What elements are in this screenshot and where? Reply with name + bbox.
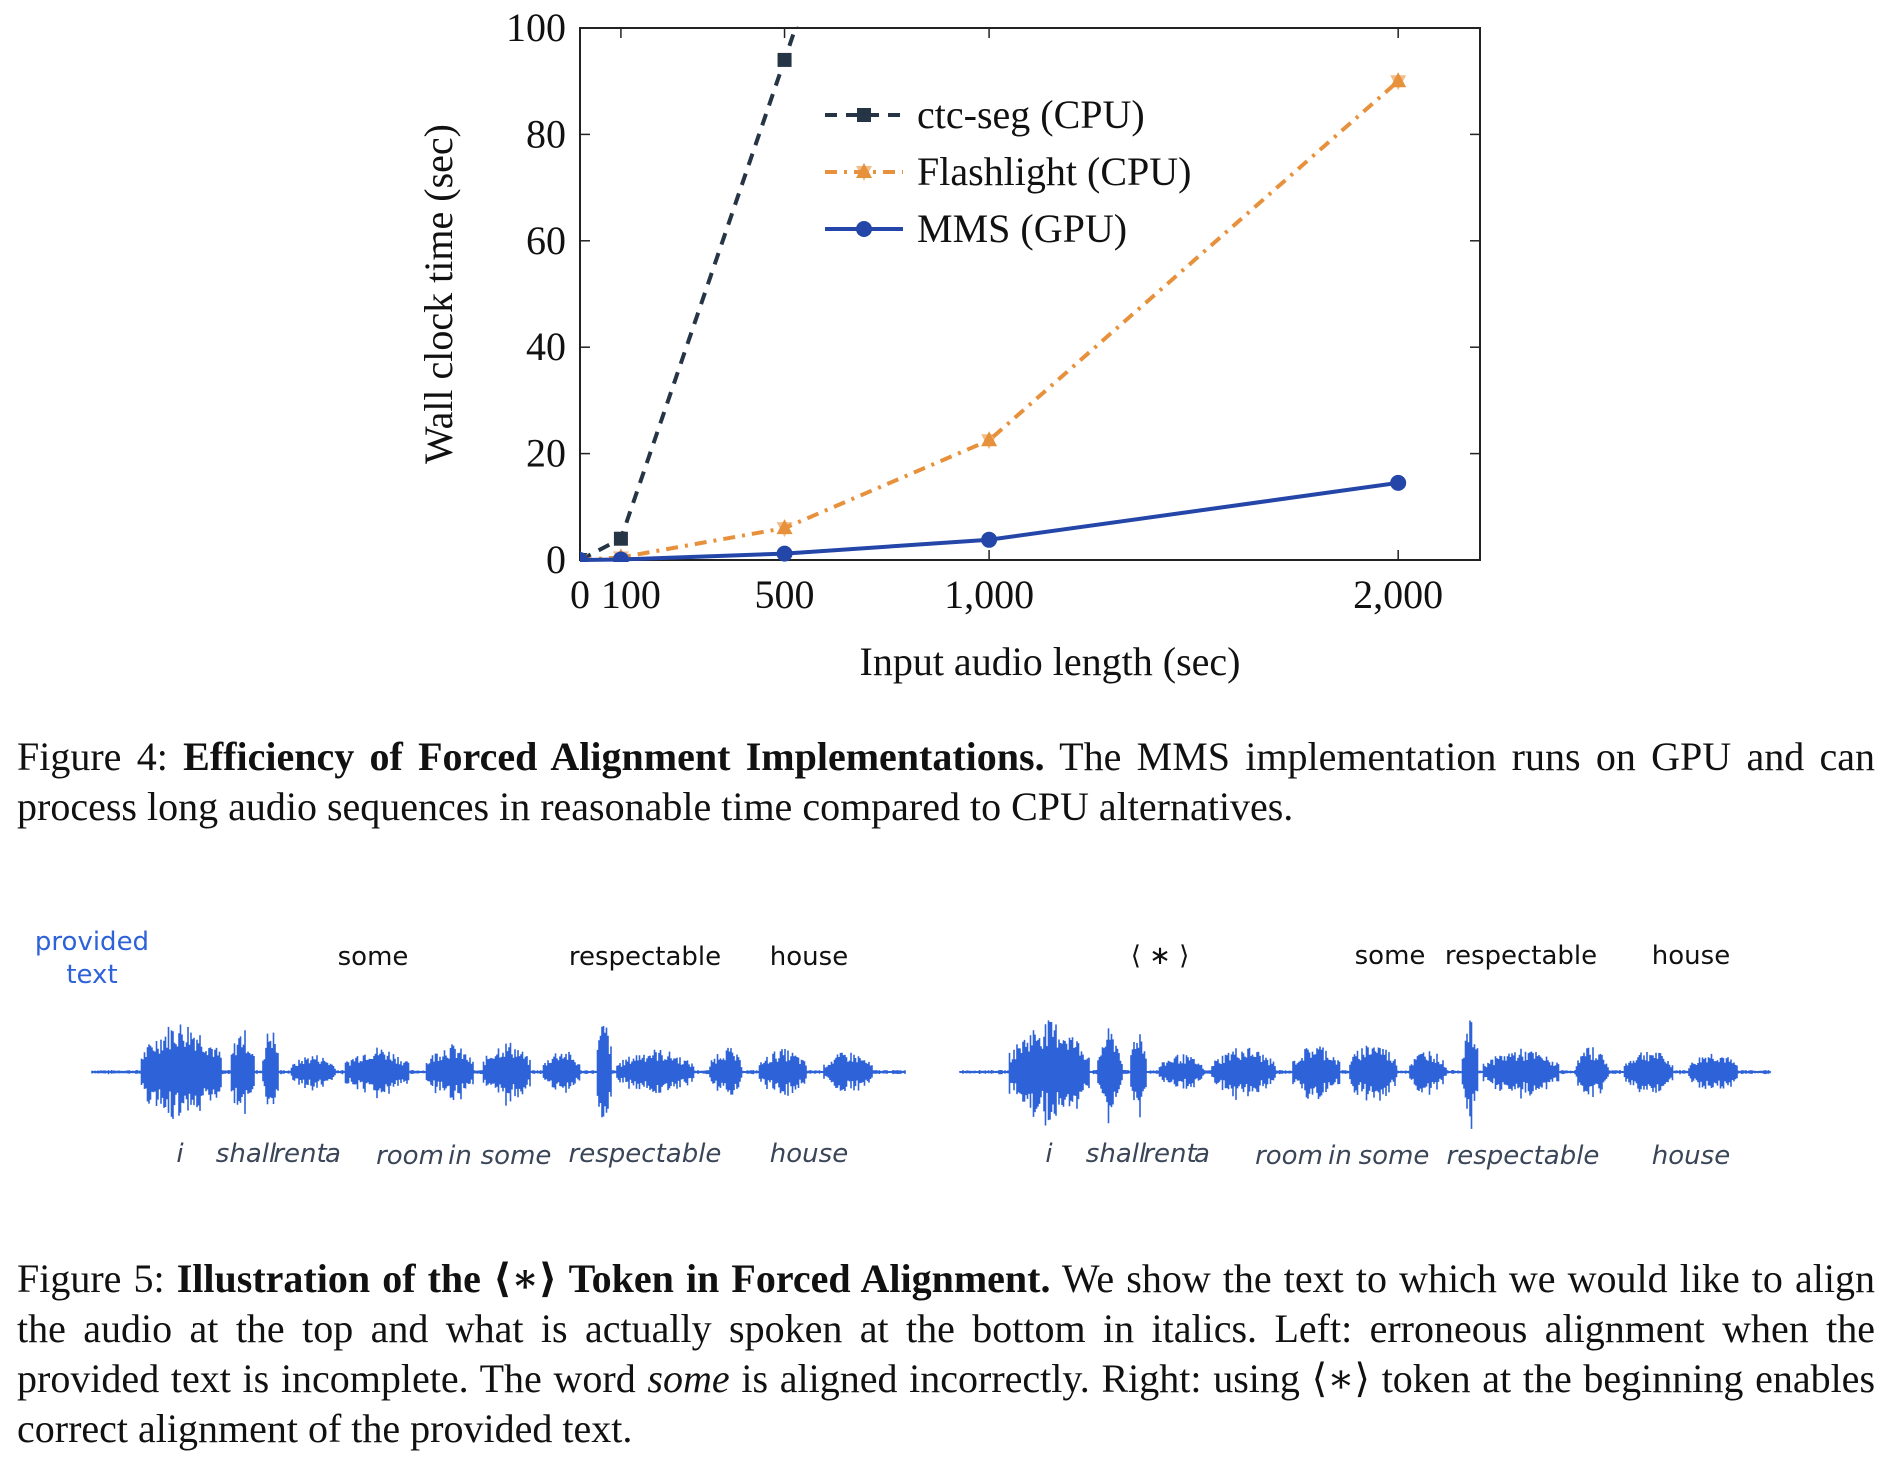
y-tick-label: 100 [506, 5, 566, 50]
figure-4-text: The MMS implementation runs on GPU and c… [17, 734, 1875, 829]
provided-text-label-1: provided [35, 927, 149, 957]
data-point [1390, 474, 1407, 491]
right-top-word: house [1652, 941, 1730, 971]
left-top-word: house [770, 942, 848, 972]
right-top-word: ⟨ ∗ ⟩ [1131, 941, 1190, 971]
y-tick-label: 20 [526, 431, 566, 476]
legend-marker-b [856, 166, 872, 181]
right-bottom-word: a [1194, 1139, 1210, 1169]
figure-5-prefix: Figure 5: [17, 1256, 177, 1301]
series-line [580, 480, 1399, 562]
data-point [580, 552, 588, 562]
waveform-signal [959, 1020, 1771, 1129]
right-bottom-word: rent [1143, 1139, 1197, 1169]
left-top-word: respectable [569, 942, 721, 972]
left-bottom-word: room [376, 1141, 444, 1171]
left-bottom-word: shall [216, 1139, 277, 1169]
x-tick-label: 100 [601, 572, 661, 617]
y-tick-label: 60 [526, 218, 566, 263]
left-bottom-word: in [448, 1141, 472, 1171]
left-bottom-word: house [770, 1139, 848, 1169]
left-bottom-word: a [325, 1139, 341, 1169]
right-top-word: some [1355, 941, 1426, 971]
figure-5-emph: some [647, 1356, 730, 1401]
waveform-left [91, 1024, 906, 1119]
data-point [612, 551, 629, 562]
left-bottom-word: i [176, 1139, 184, 1169]
figure-5-title-b: Token in Forced Alignment. [557, 1256, 1051, 1301]
legend-marker [856, 221, 872, 237]
y-tick-label: 80 [526, 111, 566, 156]
y-tick-label: 0 [546, 537, 566, 582]
figure-5-caption: Figure 5: Illustration of the ⟨∗⟩ Token … [17, 1254, 1875, 1454]
series-0 [580, 26, 799, 562]
left-bottom-word: some [481, 1141, 552, 1171]
data-point [776, 545, 793, 562]
legend-label: ctc-seg (CPU) [917, 92, 1145, 137]
data-point-b [981, 434, 998, 450]
right-bottom-word: house [1652, 1141, 1730, 1171]
series-2 [580, 474, 1407, 562]
legend-label: MMS (GPU) [917, 206, 1127, 251]
data-point [777, 52, 792, 67]
x-tick-label: 2,000 [1353, 572, 1443, 617]
data-point [613, 531, 628, 546]
figure-5-token: ⟨∗⟩ [493, 1256, 558, 1301]
series-line [580, 26, 799, 562]
right-bottom-word: i [1045, 1139, 1053, 1169]
data-point [981, 531, 998, 548]
right-bottom-word: respectable [1447, 1141, 1600, 1171]
left-bottom-word: respectable [569, 1139, 722, 1169]
right-bottom-word: room [1255, 1141, 1323, 1171]
y-tick-label: 40 [526, 324, 566, 369]
legend-marker [857, 108, 871, 122]
x-axis-label: Input audio length (sec) [860, 639, 1241, 684]
right-bottom-word: in [1328, 1141, 1352, 1171]
waveform-right [959, 1020, 1771, 1129]
figure-5-text-a: We show the text to which we would like … [17, 1256, 1875, 1401]
y-axis-label: Wall clock time (sec) [416, 124, 461, 464]
right-top-word: respectable [1445, 941, 1597, 971]
right-bottom-word: some [1359, 1141, 1430, 1171]
data-point-b [776, 522, 793, 538]
x-tick-label: 0 [570, 572, 590, 617]
figure-5-token-2: ⟨∗⟩ [1311, 1356, 1370, 1401]
figure-4-caption: Figure 4: Efficiency of Forced Alignment… [17, 732, 1875, 832]
data-point-b [1390, 75, 1407, 91]
x-tick-label: 500 [755, 572, 815, 617]
figure-5-text-c: token at the beginning enables correct a… [17, 1356, 1876, 1451]
left-top-word: some [338, 942, 409, 972]
figure-5-title-a: Illustration of the [176, 1256, 494, 1301]
left-bottom-word: rent [273, 1139, 327, 1169]
plot-frame [579, 27, 1481, 561]
waveform-signal [91, 1024, 906, 1119]
provided-text-label-2: text [66, 960, 117, 990]
right-bottom-word: shall [1086, 1139, 1147, 1169]
figure-5-text-b: is aligned incorrectly. Right: using [729, 1356, 1312, 1401]
legend-label: Flashlight (CPU) [917, 149, 1191, 194]
figure-4-title: Efficiency of Forced Alignment Implement… [183, 734, 1045, 779]
waveform-figure: provided text some respectable house ⟨ ∗… [35, 927, 1771, 1171]
x-tick-label: 1,000 [944, 572, 1034, 617]
figure-4-prefix: Figure 4: [17, 734, 184, 779]
